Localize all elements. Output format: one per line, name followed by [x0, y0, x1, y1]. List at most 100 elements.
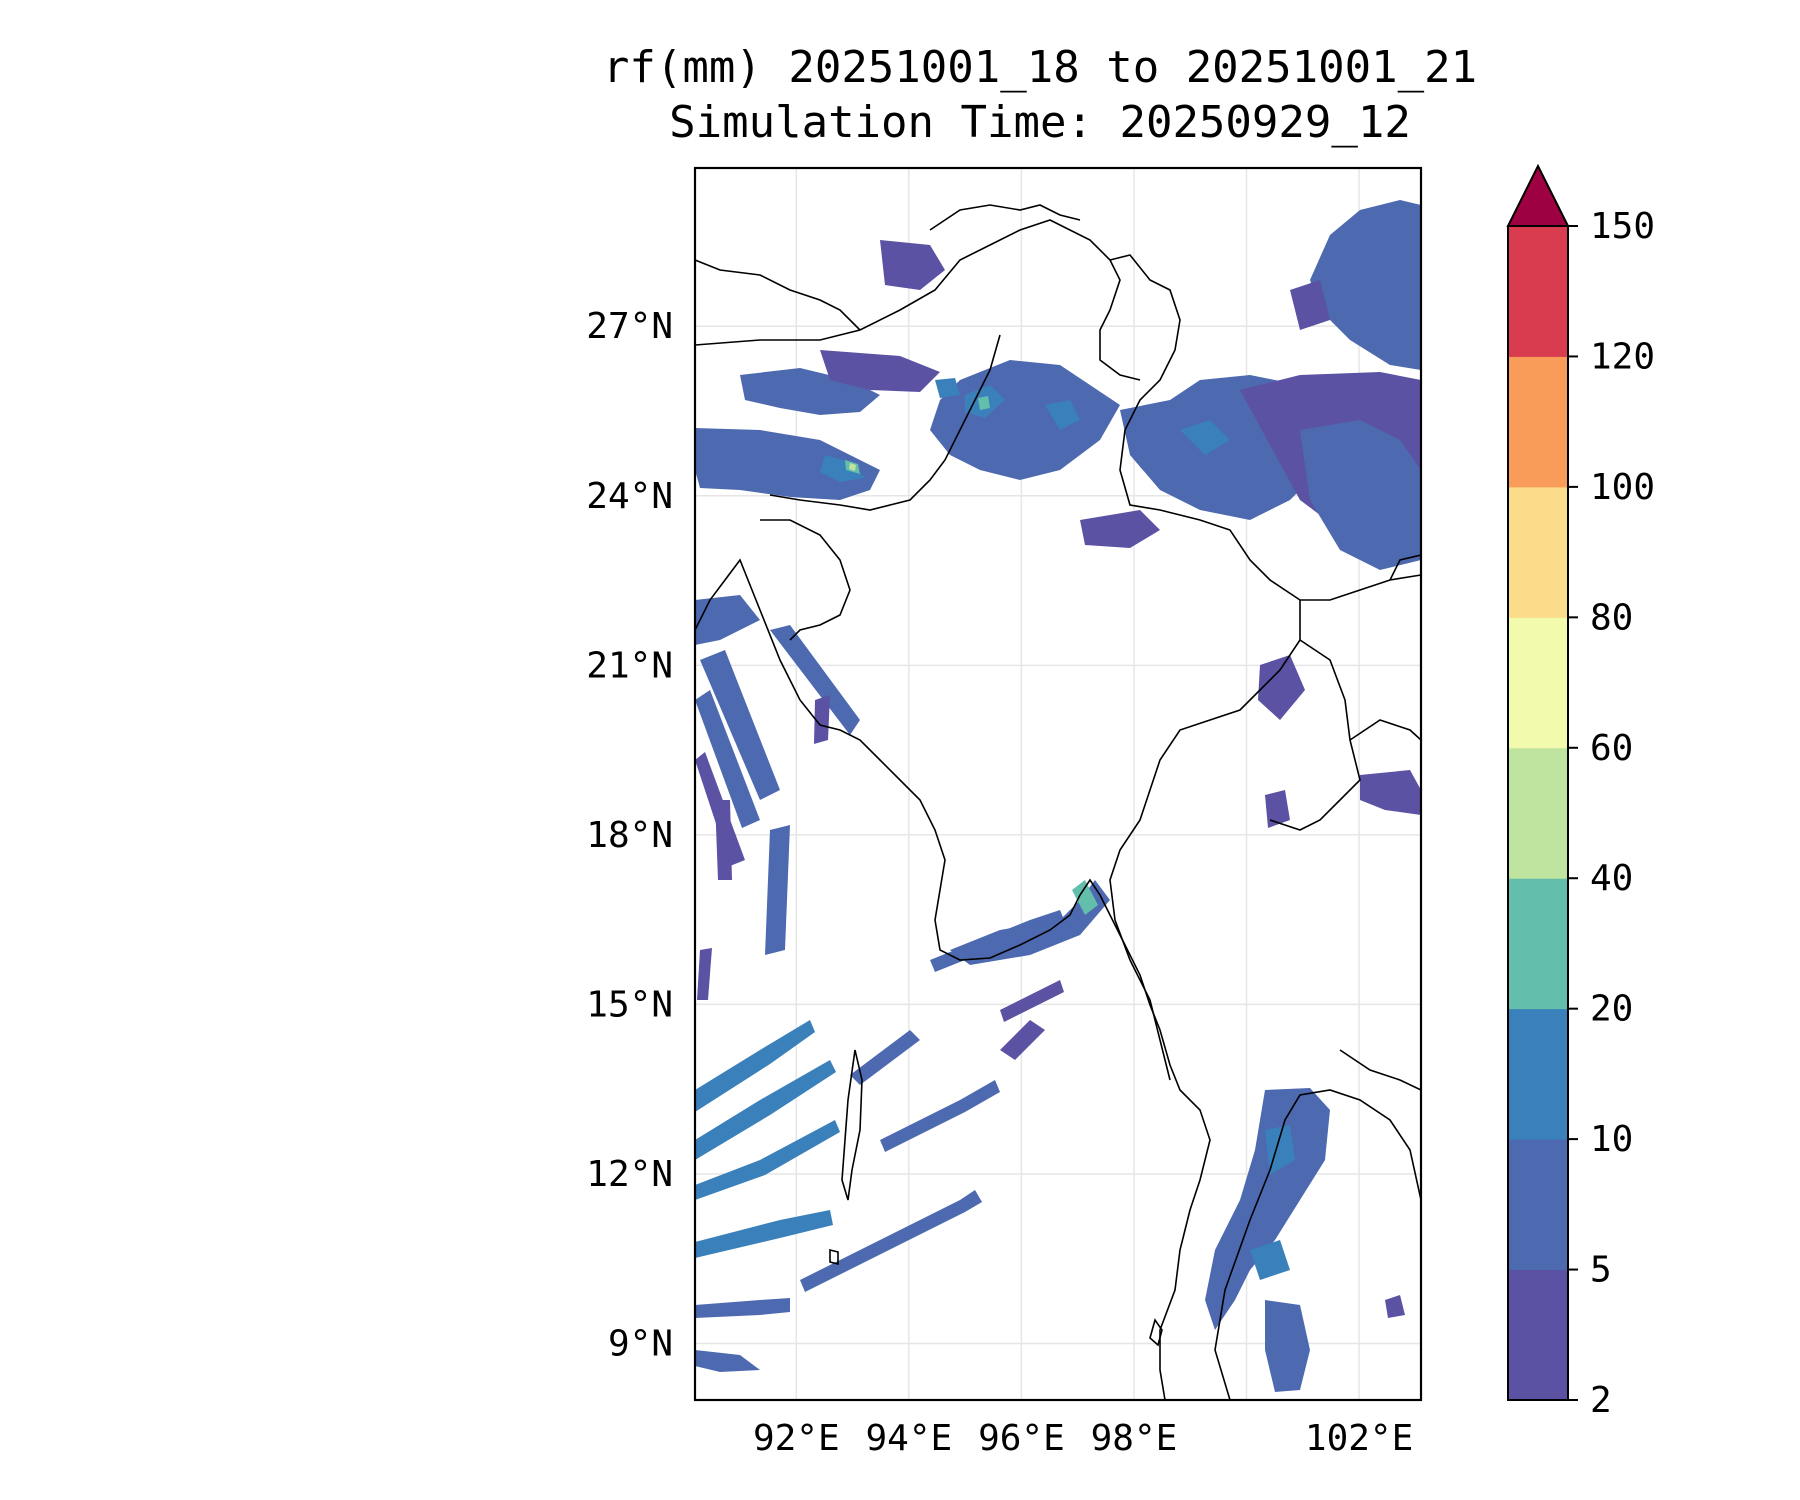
- border: [769, 334, 1001, 511]
- colorbar-segment: [1508, 1008, 1568, 1140]
- rainfall-shading: [695, 200, 1421, 1392]
- rain-area: [1080, 510, 1160, 548]
- colorbar-segment: [1508, 617, 1568, 749]
- colorbar-label: 80: [1590, 597, 1633, 638]
- rain-area: [950, 880, 1110, 965]
- rain-area: [820, 350, 940, 392]
- border: [1269, 639, 1361, 831]
- lon-tick-label: 92°E: [753, 1418, 840, 1459]
- lat-tick-label: 24°N: [586, 476, 673, 517]
- lon-tick-label: 102°E: [1305, 1418, 1413, 1459]
- border: [1339, 1049, 1421, 1091]
- rain-area: [1072, 880, 1098, 915]
- lon-tick-label: 98°E: [1091, 1418, 1178, 1459]
- rain-area: [700, 650, 780, 800]
- border: [929, 204, 1081, 231]
- border: [1109, 254, 1421, 601]
- rain-area: [715, 800, 732, 880]
- colorbar-label: 20: [1590, 989, 1633, 1030]
- rain-area: [695, 428, 880, 500]
- colorbar-frame: [1507, 225, 1569, 1401]
- rain-area: [930, 360, 1120, 480]
- rain-area: [1258, 655, 1305, 720]
- rain-area: [695, 595, 760, 645]
- map-title: rf(mm) 20251001_18 to 20251001_21: [602, 42, 1478, 93]
- rain-area: [1300, 420, 1421, 570]
- colorbar-label: 100: [1590, 467, 1655, 508]
- colorbar-segment: [1508, 226, 1568, 357]
- rain-area: [695, 690, 760, 828]
- rain-area: [695, 1120, 840, 1200]
- lat-tick-label: 9°N: [608, 1323, 673, 1364]
- colorbar-label: 150: [1590, 206, 1655, 247]
- rain-area: [1000, 1020, 1045, 1060]
- rain-area: [1250, 1240, 1290, 1280]
- border: [760, 519, 851, 641]
- rain-area: [1290, 280, 1330, 330]
- map-frame: [693, 166, 1423, 1402]
- rain-area: [1265, 1300, 1310, 1392]
- map-subtitle: Simulation Time: 20250929_12: [669, 97, 1411, 148]
- rain-area: [850, 1030, 920, 1085]
- rain-area: [820, 455, 865, 482]
- rain-area: [880, 1080, 1000, 1152]
- colorbar-segment: [1508, 486, 1568, 618]
- border: [1389, 554, 1421, 581]
- rain-area: [1045, 400, 1080, 430]
- lat-tick-label: 12°N: [586, 1154, 673, 1195]
- colorbar-label: 10: [1590, 1119, 1633, 1160]
- latitude-labels: 27°N 24°N 21°N 18°N 15°N 12°N 9°N: [586, 306, 673, 1364]
- border: [1349, 719, 1421, 741]
- rain-area: [1180, 420, 1230, 455]
- lat-tick-label: 21°N: [586, 645, 673, 686]
- border: [695, 259, 861, 331]
- rain-area: [800, 1190, 982, 1292]
- colorbar-segment: [1508, 878, 1568, 1010]
- lon-tick-label: 94°E: [866, 1418, 953, 1459]
- colorbar: 2 5 10 20 40 60 80 100 120 150: [1506, 163, 1655, 1421]
- rain-area: [695, 1350, 760, 1372]
- rain-area: [1205, 1088, 1330, 1330]
- lon-tick-label: 96°E: [978, 1418, 1065, 1459]
- rain-area: [935, 378, 960, 398]
- colorbar-segment: [1508, 747, 1568, 879]
- rain-area: [849, 463, 856, 471]
- island: [1149, 1318, 1163, 1347]
- colorbar-segment: [1508, 356, 1568, 488]
- lat-tick-label: 18°N: [586, 815, 673, 856]
- coastlines: [695, 204, 1421, 1400]
- colorbar-label: 120: [1590, 336, 1655, 377]
- island: [829, 1248, 839, 1266]
- rain-area: [770, 625, 860, 735]
- rain-area: [814, 695, 830, 744]
- rain-area: [695, 1210, 833, 1258]
- rain-area: [1385, 1295, 1405, 1318]
- rain-area: [1310, 200, 1421, 370]
- rain-area: [1360, 770, 1421, 815]
- coastline-bangladesh-myanmar: [695, 558, 1211, 1400]
- rain-area: [1265, 790, 1290, 828]
- lat-tick-label: 15°N: [586, 984, 673, 1025]
- border: [1109, 600, 1301, 1081]
- gridlines: [695, 168, 1421, 1400]
- rain-area: [695, 1298, 790, 1318]
- island: [841, 1049, 863, 1201]
- colorbar-label: 2: [1590, 1380, 1612, 1421]
- rain-area: [978, 396, 990, 410]
- colorbar-label: 5: [1590, 1250, 1612, 1291]
- colorbar-label: 60: [1590, 728, 1633, 769]
- lat-tick-label: 27°N: [586, 306, 673, 347]
- colorbar-extend-arrow: [1506, 163, 1570, 227]
- rain-area: [697, 948, 712, 1000]
- rain-area: [765, 825, 790, 955]
- colorbar-segment: [1508, 1139, 1568, 1271]
- border: [695, 219, 1141, 381]
- rain-area: [880, 240, 945, 290]
- rain-area: [695, 1020, 815, 1112]
- rain-area: [695, 1060, 836, 1160]
- coastline-gulf-of-thailand: [1214, 1089, 1421, 1400]
- longitude-labels: 92°E 94°E 96°E 98°E 102°E: [753, 1418, 1413, 1459]
- rain-area: [1000, 980, 1064, 1022]
- colorbar-label: 40: [1590, 858, 1633, 899]
